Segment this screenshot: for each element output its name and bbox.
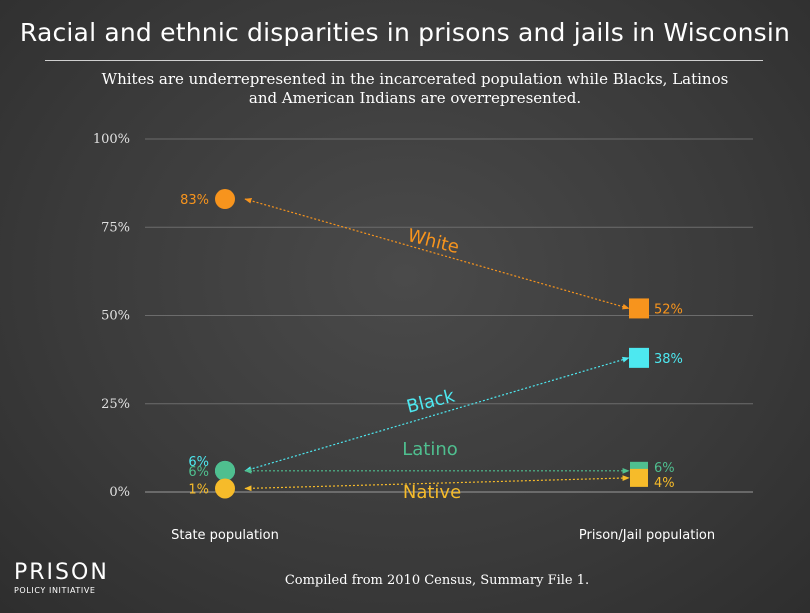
series-label-latino: Latino [402,439,458,460]
connector-native [244,475,630,492]
label-state-white: 83% [180,193,209,208]
chart-title: Racial and ethnic disparities in prisons… [19,18,791,47]
y-axis-tick-labels: 0% 25% 50% 75% 100% [93,132,130,500]
series-connectors [244,198,630,492]
label-state-black: 6% [188,455,209,470]
point-state-latino [215,460,235,481]
title-divider [45,60,763,61]
logo-line1: PRISON [14,560,109,585]
connector-white [244,198,630,310]
point-prison-white [629,298,649,319]
label-state-native: 1% [188,482,209,497]
label-prison-native: 4% [654,476,675,491]
source-note: Compiled from 2010 Census, Summary File … [284,573,590,588]
label-prison-latino: 6% [654,461,675,476]
label-prison-white: 52% [654,302,683,317]
label-prison-black: 38% [654,352,683,367]
connector-black [244,356,630,472]
data-labels: 83%52%6%38%6% 6%1% 4% [180,193,683,497]
point-state-native [215,478,235,499]
point-prison-black [629,347,649,368]
series-label-white: White [405,225,461,258]
chart-subtitle: Whites are underrepresented in the incar… [101,70,729,107]
series-name-labels: White Black Latino Native [402,225,461,503]
series-label-black: Black [405,385,458,417]
prison-policy-initiative-logo: PRISON POLICY INITIATIVE [14,560,109,596]
y-tick-label: 0% [109,485,130,500]
y-tick-label: 25% [101,397,130,412]
x-axis-category-labels: State population Prison/Jail population [171,528,715,543]
logo-line2: POLICY INITIATIVE [14,586,96,595]
x-category-label: Prison/Jail population [579,528,715,543]
label-state-latino: 6% [188,465,209,480]
y-tick-label: 100% [93,132,130,147]
series-label-native: Native [403,482,461,503]
y-tick-label: 50% [101,309,130,324]
point-prison-native [630,468,648,487]
y-tick-label: 75% [101,220,130,235]
point-state-white [215,189,235,210]
data-marks [215,189,649,499]
x-category-label: State population [171,528,279,543]
